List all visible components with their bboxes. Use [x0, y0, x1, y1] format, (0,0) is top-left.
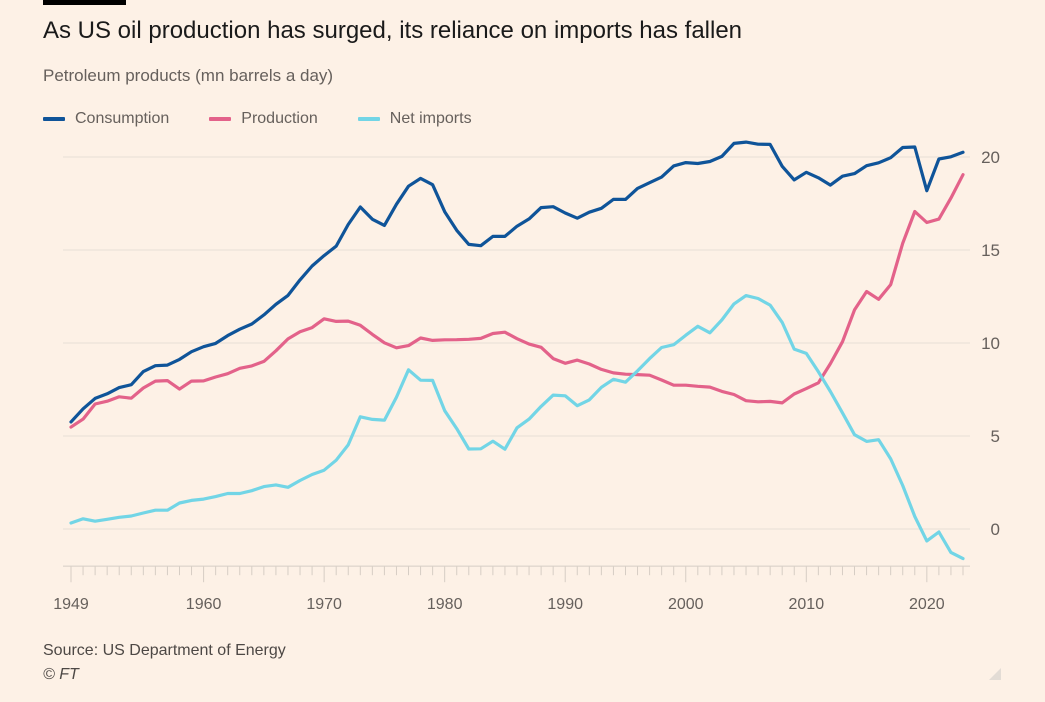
brand-bar	[43, 0, 126, 5]
y-tick-label: 5	[991, 427, 1000, 446]
y-tick-label: 20	[981, 148, 1000, 167]
series-line-consumption	[69, 140, 965, 424]
legend-label: Production	[241, 110, 318, 127]
chart-title: As US oil production has surged, its rel…	[43, 17, 743, 44]
x-tick-label: 1980	[427, 596, 463, 613]
legend-label: Net imports	[389, 110, 472, 127]
y-tick-label: 0	[991, 520, 1000, 539]
legend-swatch-net-imports	[357, 117, 380, 121]
series-line-net-imports	[69, 294, 965, 561]
y-tick-label: 15	[981, 241, 1000, 260]
chart-subtitle: Petroleum products (mn barrels a day)	[43, 66, 334, 85]
copyright-note: © FT	[43, 666, 79, 683]
x-tick-label: 1990	[547, 596, 583, 613]
x-tick-label: 1949	[53, 596, 89, 613]
x-tick-label: 2000	[668, 596, 704, 613]
y-tick-label: 10	[981, 334, 1000, 353]
x-tick-label: 1970	[306, 596, 342, 613]
legend: Consumption Production Net imports	[43, 110, 512, 128]
resize-handle-icon[interactable]	[989, 668, 1001, 680]
legend-swatch-consumption	[43, 117, 65, 121]
legend-item-production: Production	[209, 110, 318, 128]
legend-item-net-imports: Net imports	[357, 110, 472, 128]
x-tick-label: 1960	[186, 596, 222, 613]
x-tick-label: 2020	[909, 596, 945, 613]
legend-label: Consumption	[75, 110, 170, 127]
series-line-production	[69, 173, 965, 429]
legend-swatch-production	[209, 117, 232, 121]
legend-item-consumption: Consumption	[43, 110, 169, 128]
x-tick-label: 2010	[789, 596, 825, 613]
source-note: Source: US Department of Energy	[43, 642, 286, 659]
